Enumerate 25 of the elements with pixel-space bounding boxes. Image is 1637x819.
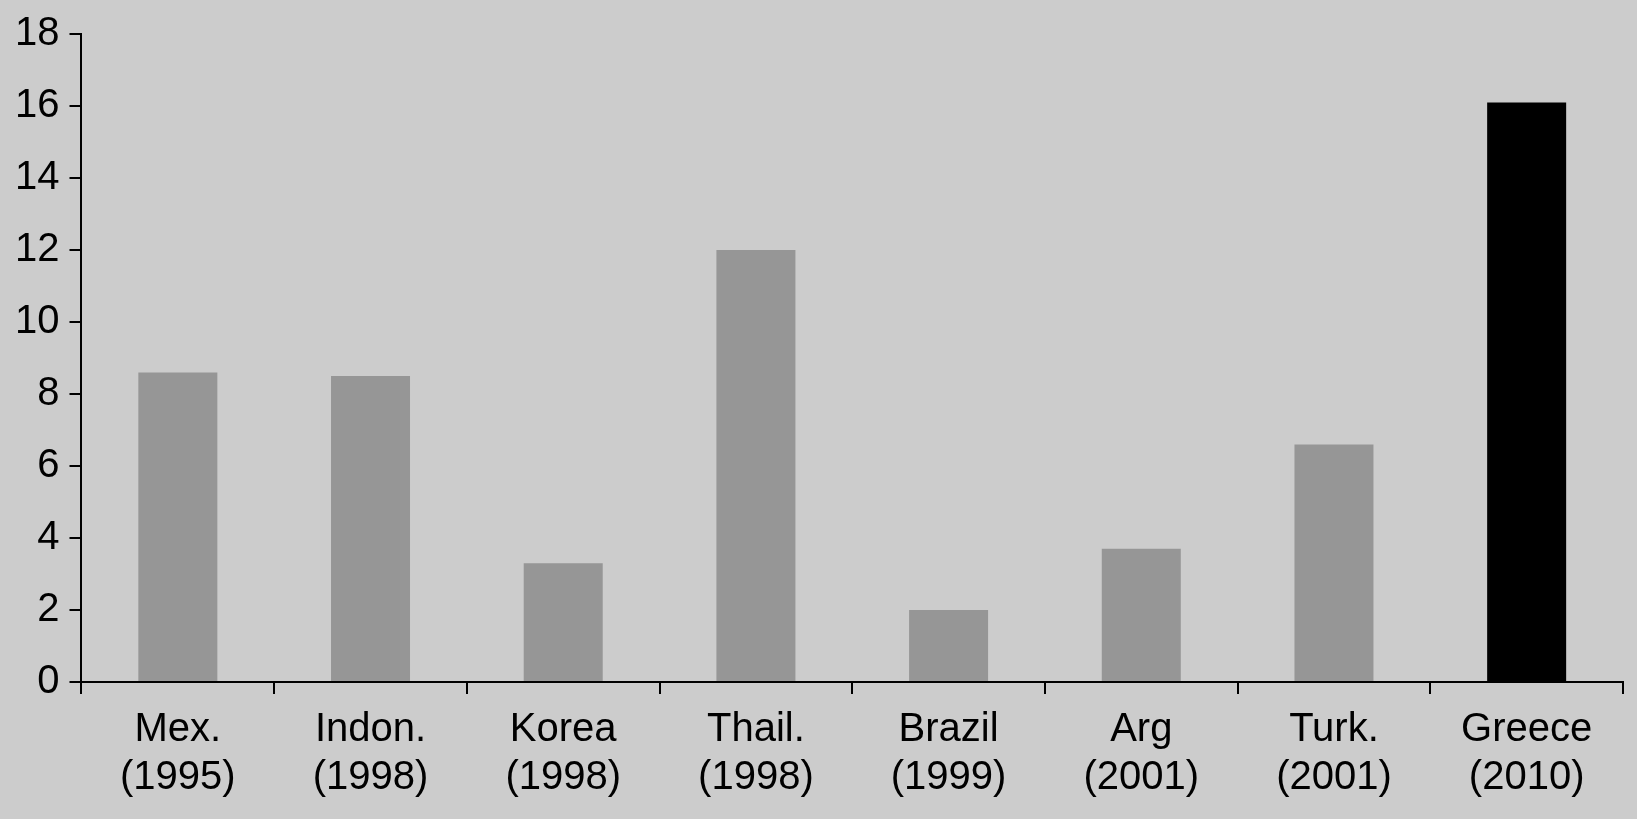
y-tick-label: 18: [14, 9, 60, 54]
bar: [331, 376, 411, 681]
x-tick-label: Greece (2010): [1461, 705, 1593, 798]
x-tick-label: Korea (1998): [505, 705, 622, 798]
y-tick-label: 16: [14, 81, 60, 126]
y-tick-label: 8: [37, 369, 60, 414]
x-tick-label: Brazil (1999): [890, 705, 1007, 798]
x-tick-label: Mex. (1995): [120, 705, 236, 798]
bar: [909, 610, 989, 681]
bar: [716, 250, 796, 681]
y-tick-label: 0: [37, 657, 60, 702]
bar: [1101, 548, 1181, 681]
y-tick-label: 14: [14, 153, 60, 198]
y-tick-label: 4: [37, 513, 60, 558]
y-tick-label: 12: [14, 225, 60, 270]
x-tick-label: Turk. (2001): [1276, 705, 1392, 798]
x-tick-label: Thail. (1998): [698, 705, 814, 798]
x-tick-label: Arg (2001): [1083, 705, 1200, 798]
y-tick-label: 10: [14, 297, 60, 342]
x-tick-label: Indon. (1998): [312, 705, 429, 798]
y-tick-label: 2: [37, 585, 60, 630]
y-tick-label: 6: [37, 441, 60, 486]
bar: [1294, 444, 1374, 681]
bar: [523, 563, 603, 681]
bar: [138, 372, 218, 681]
